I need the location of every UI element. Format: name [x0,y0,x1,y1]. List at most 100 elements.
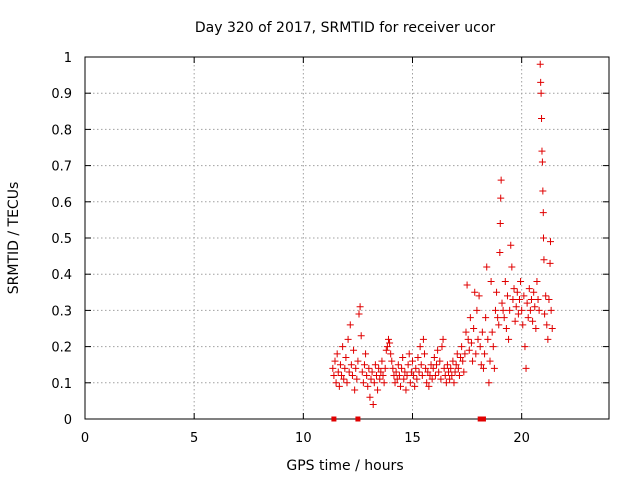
data-point-0-55 [389,364,397,372]
data-point-0-114 [453,350,461,358]
data-point-0-207 [546,259,554,267]
data-point-0-159 [500,314,508,322]
y-tick-label-5: 0.5 [51,232,72,247]
data-point-0-172 [514,310,522,318]
data-point-0-77 [413,375,421,383]
data-point-0-208 [546,238,554,246]
data-point-0-173 [515,296,523,304]
data-point-0-150 [493,288,501,296]
data-point-0-79 [415,368,423,376]
data-point-0-136 [477,361,485,369]
data-point-0-170 [512,303,520,311]
data-point-0-118 [458,343,466,351]
data-point-0-51 [384,335,392,343]
y-tick-label-8: 0.8 [51,123,72,138]
data-point-0-82 [418,372,426,380]
data-point-0-78 [414,353,422,361]
data-point-0-6 [335,382,343,390]
data-point-0-196 [538,147,546,155]
data-point-0-15 [345,368,353,376]
data-point-0-188 [532,325,540,332]
data-point-0-4 [333,350,341,358]
data-point-0-151 [494,314,502,322]
data-point-0-200 [540,234,547,242]
data-point-0-68 [403,372,411,380]
data-point-0-30 [362,350,370,358]
data-points [329,60,556,422]
data-point-0-22 [353,375,361,383]
x-tick-label-2: 10 [295,431,312,446]
data-point-0-74 [410,372,418,380]
data-point-0-161 [502,325,510,332]
data-point-0-49 [382,346,390,354]
data-point-0-135 [476,343,484,351]
data-point-0-169 [511,317,519,325]
data-point-0-62 [396,382,404,390]
data-point-0-65 [400,375,408,383]
data-point-0-58 [392,368,400,376]
data-point-0-14 [344,335,352,343]
data-point-0-40 [372,372,380,380]
data-point-0-63 [398,364,406,372]
data-point-0-187 [531,303,539,311]
data-point-0-132 [473,306,481,314]
data-point-0-27 [358,368,366,376]
data-point-0-103 [441,372,449,380]
data-point-0-84 [421,350,429,358]
data-point-0-201 [540,256,548,264]
data-point-0-111 [450,379,458,387]
data-point-0-155 [497,194,505,202]
data-point-0-119 [459,357,467,365]
data-point-0-176 [519,321,527,329]
data-point-0-202 [541,310,549,318]
y-tick-label-6: 0.6 [51,196,72,211]
data-point-0-185 [529,317,537,325]
data-point-0-112 [451,368,459,376]
data-point-0-21 [352,364,360,372]
data-point-0-141 [483,263,491,271]
data-point-0-42 [375,364,383,372]
data-point-0-18 [348,372,356,380]
data-point-0-96 [434,346,442,354]
data-point-0-48 [381,364,389,372]
data-point-0-204 [543,321,551,329]
data-point-0-206 [545,296,553,304]
data-point-0-0 [329,364,337,372]
data-point-0-19 [350,346,358,354]
data-point-0-149 [491,306,499,314]
data-point-0-10 [340,375,348,383]
data-point-0-148 [490,364,498,372]
data-point-0-5 [334,368,342,376]
data-point-0-115 [454,364,462,372]
data-point-0-198 [539,187,547,195]
data-point-0-38 [370,379,378,387]
data-point-0-121 [461,350,469,358]
y-tick-label-0: 0 [64,413,72,428]
rug-marker-5 [480,416,486,422]
y-axis-label: SRMTID / TECUs [6,182,22,295]
data-point-0-154 [496,220,504,228]
data-point-0-181 [524,314,532,322]
data-point-0-97 [435,368,443,376]
data-point-0-167 [509,296,517,304]
data-point-0-1 [330,372,338,380]
data-point-0-108 [447,364,455,372]
data-point-0-140 [482,314,490,322]
data-point-0-156 [497,176,505,184]
data-point-0-39 [371,361,379,369]
data-point-0-160 [501,277,509,285]
data-point-0-64 [399,353,407,361]
data-point-0-109 [448,372,456,380]
data-point-0-178 [521,343,529,351]
data-point-0-86 [423,379,431,387]
data-point-0-99 [437,375,445,383]
data-point-0-34 [366,393,374,401]
data-point-0-9 [339,343,347,351]
data-point-0-125 [465,346,473,354]
data-point-0-73 [409,357,416,365]
data-point-0-131 [472,350,480,358]
data-point-0-164 [506,306,514,314]
data-point-0-133 [474,335,482,343]
data-point-0-72 [407,368,415,376]
